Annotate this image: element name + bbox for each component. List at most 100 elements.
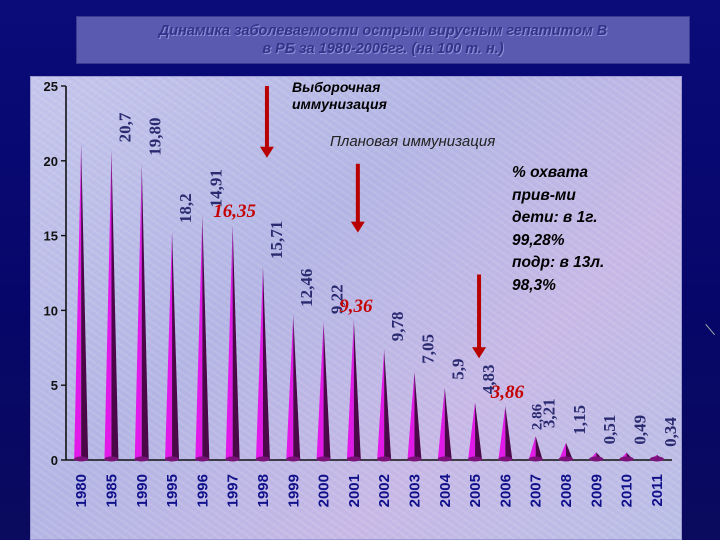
bar-base [589, 456, 604, 462]
bar-dark-face [111, 150, 119, 460]
selective-immunization-line1: Выборочная [292, 79, 381, 95]
x-tick-label: 2011 [649, 474, 666, 507]
data-label: 9,78 [388, 312, 407, 342]
y-tick-label: 0 [51, 453, 58, 468]
bar-dark-face [475, 402, 483, 460]
data-label: 1,15 [570, 405, 589, 435]
x-tick-label: 2006 [497, 474, 514, 507]
bar-light-face [407, 371, 415, 460]
data-label: 3,21 [540, 398, 559, 428]
arrow-head [259, 146, 274, 158]
x-tick-label: 1997 [225, 474, 242, 507]
coverage-line: 99,28% [512, 231, 565, 249]
bar-light-face [377, 349, 385, 460]
arrow-head [350, 221, 365, 233]
arrow-shaft [355, 163, 360, 223]
bar-dark-face [353, 319, 361, 460]
coverage-line: 98,3% [512, 276, 556, 294]
y-tick-label: 15 [44, 229, 58, 244]
selective-immunization-line2: иммунизация [292, 96, 387, 112]
bar-dark-face [172, 231, 180, 460]
bar-light-face [255, 267, 263, 460]
bar-light-face [316, 322, 324, 460]
bar-light-face [498, 406, 506, 460]
bar-dark-face [232, 224, 240, 460]
x-tick-label: 2002 [376, 474, 393, 507]
x-tick-label: 1990 [134, 474, 151, 507]
bar-light-face [104, 150, 112, 460]
bar-base [165, 456, 180, 462]
bar-base [437, 456, 452, 462]
data-label: 18,2 [176, 193, 195, 223]
data-label: 9,22 [328, 284, 347, 314]
bar-dark-face [81, 142, 89, 460]
data-label: 2,86 [530, 403, 546, 430]
bar-base [468, 456, 483, 462]
bar-light-face [195, 215, 203, 460]
coverage-line: % охвата [512, 164, 588, 181]
bar-dark-face [141, 163, 149, 461]
selective-immunization-annotation: Выборочная иммунизация [292, 79, 387, 113]
y-tick-label: 20 [44, 154, 58, 169]
coverage-line: подр: в 13л. [512, 254, 605, 271]
arrow-shaft [477, 274, 482, 349]
bar-dark-face [444, 387, 452, 460]
planned-immunization-annotation: Плановая иммунизация [330, 133, 496, 150]
arrow-shaft [264, 86, 269, 148]
x-tick-label: 2003 [406, 474, 423, 507]
data-label: 4,83 [479, 365, 498, 395]
data-label: 12,46 [297, 269, 316, 307]
x-tick-label: 1980 [73, 474, 90, 507]
data-label: 14,91 [206, 169, 225, 207]
bar-base [225, 456, 240, 462]
bar-dark-face [505, 406, 513, 460]
bar-dark-face [202, 215, 210, 460]
data-label-highlight: 16,35 [213, 201, 256, 222]
data-label-highlight: 3,86 [490, 382, 525, 403]
y-tick-label: 25 [44, 79, 58, 94]
x-tick-label: 2005 [467, 474, 484, 507]
bar-light-face [528, 436, 536, 460]
arrow-head [472, 347, 487, 359]
data-label: 0,49 [631, 415, 650, 445]
x-tick-label: 2007 [528, 474, 545, 507]
bar-light-face [468, 402, 476, 460]
data-label: 0,51 [600, 415, 619, 445]
bar-base [195, 456, 210, 462]
bar-dark-face [565, 442, 573, 460]
bar-base [134, 456, 149, 462]
bar-base [255, 456, 270, 462]
x-tick-label: 1985 [103, 474, 120, 507]
bar-light-face [286, 314, 294, 460]
bar-base [558, 456, 573, 462]
bar-dark-face [535, 436, 543, 460]
bar-dark-face [262, 267, 270, 460]
data-label: 7,05 [418, 334, 437, 364]
bar-base [377, 456, 392, 462]
bar-dark-face [384, 349, 392, 460]
bar-light-face [346, 319, 354, 460]
x-tick-label: 1998 [255, 474, 272, 507]
bar-light-face [74, 142, 82, 460]
bar-base [619, 456, 634, 462]
coverage-line: дети: в 1г. [512, 209, 598, 226]
bar-light-face [134, 163, 142, 461]
x-tick-label: 2010 [619, 474, 636, 507]
coverage-annotation: % охвата прив-ми дети: в 1г. 99,28% подр… [512, 162, 604, 297]
data-label: 0,34 [661, 417, 680, 447]
plot-panel [30, 76, 682, 540]
bar-base [316, 456, 331, 462]
bar-dark-face [323, 322, 331, 460]
bar-light-face [558, 442, 566, 460]
bar-base [498, 456, 513, 462]
chart-title-line1: Динамика заболеваемости острым вирусным … [158, 23, 608, 39]
bar-base [649, 456, 664, 462]
bar-light-face [225, 224, 233, 460]
y-tick-label: 5 [51, 378, 58, 393]
chart-title-box: Динамика заболеваемости острым вирусным … [76, 16, 690, 64]
data-label: 19,80 [146, 118, 165, 156]
x-tick-label: 1995 [164, 474, 181, 507]
x-tick-label: 2004 [437, 473, 454, 507]
bar-light-face [165, 231, 173, 460]
